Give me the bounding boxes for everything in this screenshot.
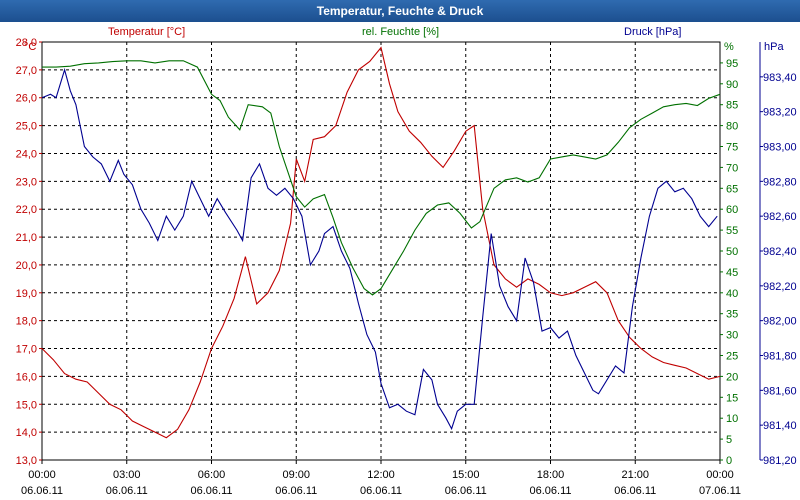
press-tick-label: 982,80: [763, 176, 797, 188]
hum-tick-label: 80: [726, 121, 738, 133]
hum-tick-label: 95: [726, 58, 738, 70]
hum-tick-label: 75: [726, 142, 738, 154]
temp-tick-label: 24,0: [16, 148, 37, 160]
x-tick-date: 06.06.11: [445, 485, 487, 497]
temp-tick-label: 21,0: [16, 232, 37, 244]
temp-tick-label: 17,0: [16, 344, 37, 356]
temp-series-label: Temperatur [°C]: [108, 26, 185, 38]
temp-tick-label: 19,0: [16, 288, 37, 300]
temp-tick-label: 26,0: [16, 93, 37, 105]
press-tick-label: 981,40: [763, 420, 797, 432]
x-tick-time: 09:00: [282, 469, 310, 481]
temp-tick-label: 25,0: [16, 121, 37, 133]
temp-tick-label: 14,0: [16, 427, 37, 439]
x-tick-time: 00:00: [706, 469, 734, 481]
hum-unit-label: %: [724, 41, 734, 53]
hum-tick-label: 90: [726, 79, 738, 91]
x-tick-time: 12:00: [367, 469, 395, 481]
x-tick-time: 18:00: [537, 469, 565, 481]
press-tick-label: 982,60: [763, 211, 797, 223]
x-tick-time: 06:00: [198, 469, 226, 481]
hum-tick-label: 60: [726, 204, 738, 216]
temp-tick-label: 16,0: [16, 371, 37, 383]
press-tick-label: 983,20: [763, 107, 797, 119]
x-tick-date: 06.06.11: [106, 485, 148, 497]
hum-tick-label: 20: [726, 371, 738, 383]
press-tick-label: 981,80: [763, 351, 797, 363]
series-lines: [41, 46, 721, 439]
temp-series-line: [41, 46, 721, 439]
temp-tick-label: 18,0: [16, 316, 37, 328]
x-tick-date: 06.06.11: [275, 485, 317, 497]
temp-tick-label: 23,0: [16, 176, 37, 188]
x-tick-date: 06.06.11: [614, 485, 656, 497]
press-tick-label: 982,20: [763, 281, 797, 293]
press-tick-label: 983,40: [763, 72, 797, 84]
temp-tick-label: 13,0: [16, 455, 37, 467]
hum-tick-label: 40: [726, 288, 738, 300]
press-unit-label: hPa: [764, 41, 784, 53]
press-tick-label: 982,40: [763, 246, 797, 258]
x-tick-time: 15:00: [452, 469, 480, 481]
x-tick-date: 06.06.11: [21, 485, 63, 497]
hum-tick-label: 70: [726, 162, 738, 174]
press-tick-label: 981,20: [763, 455, 797, 467]
x-tick-date: 07.06.11: [699, 485, 741, 497]
hum-tick-label: 55: [726, 225, 738, 237]
x-tick-date: 06.06.11: [360, 485, 402, 497]
x-tick-date: 06.06.11: [529, 485, 571, 497]
temp-unit-label: °C: [24, 41, 36, 53]
hum-tick-label: 50: [726, 246, 738, 258]
press-series-label: Druck [hPa]: [624, 26, 681, 38]
press-tick-label: 982,00: [763, 316, 797, 328]
press-tick-label: 983,00: [763, 142, 797, 154]
x-tick-time: 00:00: [28, 469, 56, 481]
press-series-line: [41, 67, 718, 431]
hum-tick-label: 30: [726, 330, 738, 342]
hum-tick-label: 25: [726, 351, 738, 363]
temp-tick-label: 15,0: [16, 399, 37, 411]
temp-tick-label: 20,0: [16, 260, 37, 272]
hum-tick-label: 35: [726, 309, 738, 321]
x-tick-time: 21:00: [621, 469, 649, 481]
grid: [42, 42, 720, 460]
hum-tick-label: 0: [726, 455, 732, 467]
axes: 13,0 14,0 15,0 16,0 17,0 18,0 19,0 20,0 21,0 22,0…: [16, 37, 797, 497]
chart: 13,0 14,0 15,0 16,0 17,0 18,0 19,0 20,0 21,0 22,0…: [0, 22, 800, 500]
temp-tick-label: 27,0: [16, 65, 37, 77]
hum-tick-label: 45: [726, 267, 738, 279]
window-title: Temperatur, Feuchte & Druck: [0, 0, 800, 22]
hum-tick-label: 5: [726, 434, 732, 446]
hum-series-label: rel. Feuchte [%]: [362, 26, 439, 38]
temp-tick-label: 28,0: [16, 37, 37, 49]
press-tick-label: 981,60: [763, 385, 797, 397]
hum-series-line: [42, 60, 721, 296]
hum-tick-label: 10: [726, 413, 738, 425]
x-tick-time: 03:00: [113, 469, 141, 481]
hum-tick-label: 65: [726, 183, 738, 195]
x-tick-date: 06.06.11: [190, 485, 232, 497]
chart-background: [0, 22, 800, 500]
hum-tick-label: 85: [726, 100, 738, 112]
hum-tick-label: 15: [726, 392, 738, 404]
temp-tick-label: 22,0: [16, 204, 37, 216]
